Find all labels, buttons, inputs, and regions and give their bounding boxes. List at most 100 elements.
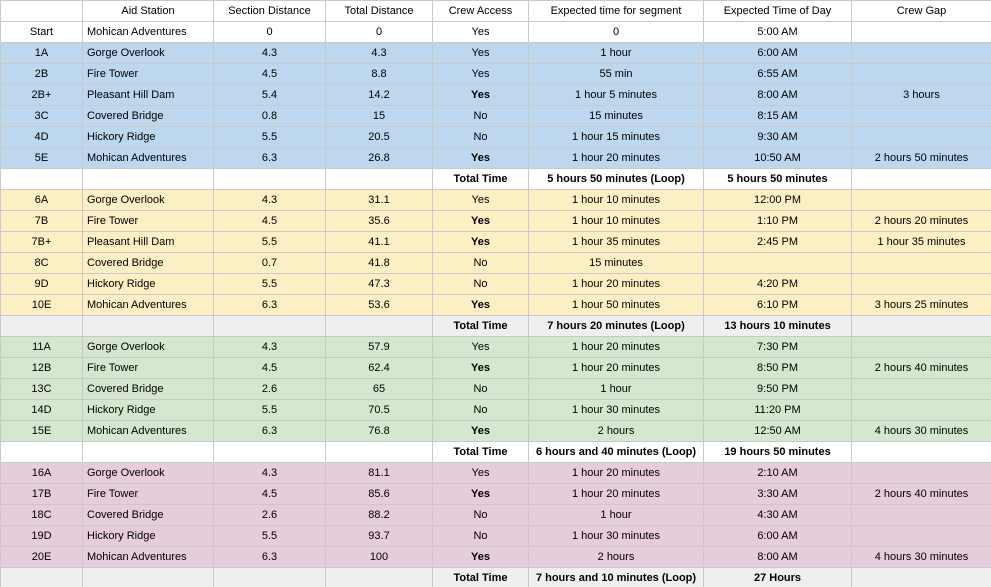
- aid-station-cell[interactable]: Mohican Adventures: [82, 546, 214, 568]
- time-of-day-cell[interactable]: 6:00 AM: [703, 42, 852, 64]
- crew-access-cell[interactable]: Yes: [432, 336, 529, 358]
- crew-access-cell[interactable]: Yes: [432, 210, 529, 232]
- crew-access-cell[interactable]: Yes: [432, 84, 529, 106]
- section-distance-cell[interactable]: 6.3: [213, 294, 326, 316]
- time-of-day-cell[interactable]: 11:20 PM: [703, 399, 852, 421]
- crew-access-cell[interactable]: Yes: [432, 357, 529, 379]
- aid-station-cell[interactable]: Hickory Ridge: [82, 273, 214, 295]
- segment-time-cell[interactable]: 0: [528, 21, 704, 43]
- segment-time-cell[interactable]: 2 hours: [528, 420, 704, 442]
- crew-access-cell[interactable]: No: [432, 126, 529, 148]
- segment-time-cell[interactable]: 1 hour 5 minutes: [528, 84, 704, 106]
- total-distance-cell[interactable]: 8.8: [325, 63, 433, 85]
- section-distance-cell[interactable]: 0.8: [213, 105, 326, 127]
- segment-time-cell[interactable]: 1 hour 15 minutes: [528, 126, 704, 148]
- section-distance-cell[interactable]: 5.5: [213, 126, 326, 148]
- station-code-cell[interactable]: 12B: [0, 357, 83, 379]
- crew-access-cell[interactable]: No: [432, 252, 529, 274]
- crew-gap-cell[interactable]: [851, 63, 991, 85]
- crew-gap-cell[interactable]: [851, 21, 991, 43]
- station-code-cell[interactable]: 4D: [0, 126, 83, 148]
- time-of-day-cell[interactable]: 8:50 PM: [703, 357, 852, 379]
- crew-gap-cell[interactable]: 2 hours 50 minutes: [851, 147, 991, 169]
- total-distance-cell[interactable]: 81.1: [325, 462, 433, 484]
- station-code-cell[interactable]: [0, 315, 83, 337]
- crew-gap-cell[interactable]: [851, 126, 991, 148]
- total-distance-cell[interactable]: 20.5: [325, 126, 433, 148]
- crew-access-cell[interactable]: No: [432, 273, 529, 295]
- crew-access-cell[interactable]: Yes: [432, 294, 529, 316]
- aid-station-cell[interactable]: Covered Bridge: [82, 105, 214, 127]
- aid-station-cell[interactable]: Gorge Overlook: [82, 189, 214, 211]
- crew-gap-cell[interactable]: [851, 399, 991, 421]
- time-of-day-cell[interactable]: 10:50 AM: [703, 147, 852, 169]
- crew-gap-cell[interactable]: [851, 567, 991, 587]
- crew-access-cell[interactable]: Yes: [432, 42, 529, 64]
- segment-time-cell[interactable]: 1 hour 20 minutes: [528, 147, 704, 169]
- segment-time-cell[interactable]: 1 hour 10 minutes: [528, 189, 704, 211]
- total-distance-cell[interactable]: 26.8: [325, 147, 433, 169]
- crew-gap-cell[interactable]: 4 hours 30 minutes: [851, 420, 991, 442]
- column-header[interactable]: [0, 0, 83, 22]
- aid-station-cell[interactable]: Pleasant Hill Dam: [82, 231, 214, 253]
- total-distance-cell[interactable]: 88.2: [325, 504, 433, 526]
- section-distance-cell[interactable]: 2.6: [213, 378, 326, 400]
- segment-time-cell[interactable]: 1 hour: [528, 42, 704, 64]
- loop-time-cell[interactable]: 7 hours 20 minutes (Loop): [528, 315, 704, 337]
- section-distance-cell[interactable]: [213, 168, 326, 190]
- total-distance-cell[interactable]: 15: [325, 105, 433, 127]
- segment-time-cell[interactable]: 1 hour 20 minutes: [528, 483, 704, 505]
- time-of-day-cell[interactable]: 12:00 PM: [703, 189, 852, 211]
- crew-gap-cell[interactable]: [851, 168, 991, 190]
- time-of-day-cell[interactable]: 6:00 AM: [703, 525, 852, 547]
- total-time-label-cell[interactable]: Total Time: [432, 315, 529, 337]
- aid-station-cell[interactable]: Pleasant Hill Dam: [82, 84, 214, 106]
- station-code-cell[interactable]: 14D: [0, 399, 83, 421]
- crew-access-cell[interactable]: No: [432, 525, 529, 547]
- column-header[interactable]: Crew Gap: [851, 0, 991, 22]
- aid-station-cell[interactable]: Mohican Adventures: [82, 294, 214, 316]
- cumulative-time-cell[interactable]: 13 hours 10 minutes: [703, 315, 852, 337]
- station-code-cell[interactable]: [0, 441, 83, 463]
- time-of-day-cell[interactable]: 3:30 AM: [703, 483, 852, 505]
- crew-access-cell[interactable]: Yes: [432, 21, 529, 43]
- time-of-day-cell[interactable]: 6:55 AM: [703, 63, 852, 85]
- station-code-cell[interactable]: 18C: [0, 504, 83, 526]
- section-distance-cell[interactable]: 4.5: [213, 63, 326, 85]
- section-distance-cell[interactable]: 4.3: [213, 462, 326, 484]
- aid-station-cell[interactable]: Gorge Overlook: [82, 462, 214, 484]
- aid-station-cell[interactable]: Mohican Adventures: [82, 21, 214, 43]
- crew-gap-cell[interactable]: [851, 42, 991, 64]
- section-distance-cell[interactable]: 6.3: [213, 546, 326, 568]
- time-of-day-cell[interactable]: 8:00 AM: [703, 546, 852, 568]
- station-code-cell[interactable]: 3C: [0, 105, 83, 127]
- column-header[interactable]: Section Distance: [213, 0, 326, 22]
- time-of-day-cell[interactable]: 8:00 AM: [703, 84, 852, 106]
- section-distance-cell[interactable]: [213, 567, 326, 587]
- aid-station-cell[interactable]: Fire Tower: [82, 357, 214, 379]
- column-header[interactable]: Expected Time of Day: [703, 0, 852, 22]
- crew-gap-cell[interactable]: 1 hour 35 minutes: [851, 231, 991, 253]
- station-code-cell[interactable]: 5E: [0, 147, 83, 169]
- crew-access-cell[interactable]: No: [432, 399, 529, 421]
- total-distance-cell[interactable]: 41.8: [325, 252, 433, 274]
- aid-station-cell[interactable]: Hickory Ridge: [82, 399, 214, 421]
- segment-time-cell[interactable]: 1 hour: [528, 504, 704, 526]
- crew-gap-cell[interactable]: [851, 252, 991, 274]
- station-code-cell[interactable]: 1A: [0, 42, 83, 64]
- crew-gap-cell[interactable]: [851, 504, 991, 526]
- segment-time-cell[interactable]: 1 hour 35 minutes: [528, 231, 704, 253]
- total-distance-cell[interactable]: 100: [325, 546, 433, 568]
- total-distance-cell[interactable]: 35.6: [325, 210, 433, 232]
- section-distance-cell[interactable]: 5.5: [213, 399, 326, 421]
- time-of-day-cell[interactable]: 5:00 AM: [703, 21, 852, 43]
- time-of-day-cell[interactable]: 4:20 PM: [703, 273, 852, 295]
- time-of-day-cell[interactable]: 9:50 PM: [703, 378, 852, 400]
- station-code-cell[interactable]: 2B: [0, 63, 83, 85]
- station-code-cell[interactable]: 17B: [0, 483, 83, 505]
- section-distance-cell[interactable]: 4.3: [213, 336, 326, 358]
- aid-station-cell[interactable]: [82, 315, 214, 337]
- total-distance-cell[interactable]: [325, 315, 433, 337]
- crew-gap-cell[interactable]: 3 hours: [851, 84, 991, 106]
- section-distance-cell[interactable]: 4.5: [213, 483, 326, 505]
